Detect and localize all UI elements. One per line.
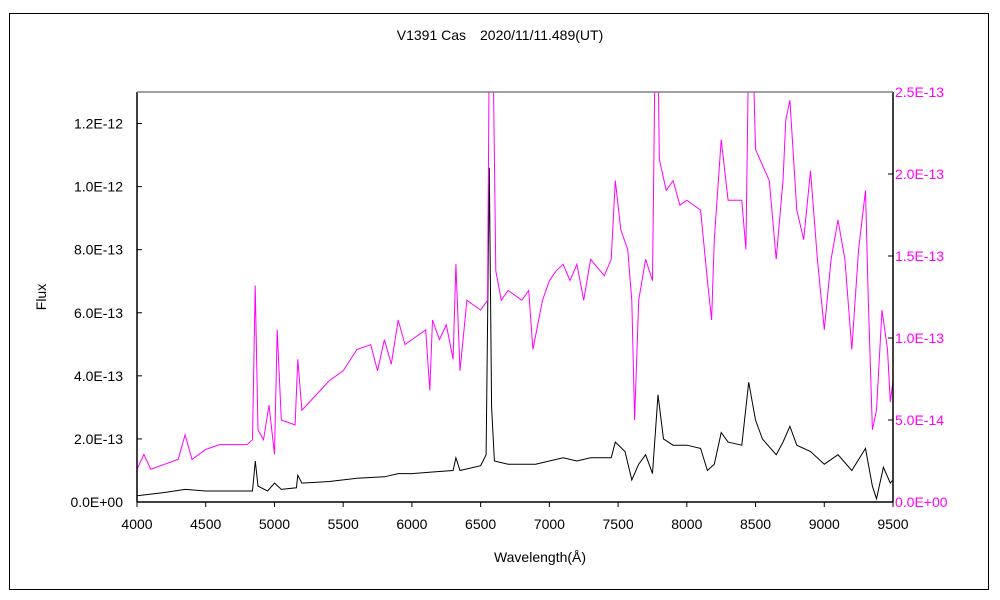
x-axis-label: Wavelength(Å) — [494, 549, 586, 565]
y-left-tick-label: 1.2E-12 — [74, 116, 123, 132]
x-tick-label: 5000 — [259, 516, 290, 532]
x-tick-label: 6000 — [396, 516, 427, 532]
y-right-tick-label: 1.5E-13 — [895, 248, 944, 264]
x-tick-label: 8500 — [740, 516, 771, 532]
y-right-tick-label: 0.0E+00 — [895, 494, 948, 510]
x-tick-label: 7500 — [603, 516, 634, 532]
y-right-tick-label: 2.0E-13 — [895, 166, 944, 182]
x-tick-label: 8000 — [671, 516, 702, 532]
chart-title: V1391 Cas 2020/11/11.489(UT) — [397, 27, 604, 43]
y-right-tick-label: 2.5E-13 — [895, 84, 944, 100]
x-tick-label: 9000 — [809, 516, 840, 532]
black-spectrum-line — [137, 167, 893, 501]
x-tick-label: 9500 — [877, 516, 908, 532]
y-axis-label: Flux — [33, 284, 49, 310]
y-left-tick-label: 8.0E-13 — [74, 242, 123, 258]
x-tick-label: 4000 — [121, 516, 152, 532]
y-left-tick-label: 4.0E-13 — [74, 368, 123, 384]
x-tick-label: 6500 — [465, 516, 496, 532]
y-left-tick-label: 0.0E+00 — [70, 494, 123, 510]
y-left-tick-label: 6.0E-13 — [74, 305, 123, 321]
x-tick-label: 7000 — [534, 516, 565, 532]
x-tick-label: 5500 — [328, 516, 359, 532]
y-left-tick-label: 2.0E-13 — [74, 431, 123, 447]
y-right-tick-label: 5.0E-14 — [895, 412, 944, 428]
x-tick-label: 4500 — [190, 516, 221, 532]
y-right-tick-label: 1.0E-13 — [895, 330, 944, 346]
chart-frame — [9, 13, 989, 590]
y-left-tick-label: 1.0E-12 — [74, 179, 123, 195]
magenta-spectrum-line — [137, 92, 893, 470]
